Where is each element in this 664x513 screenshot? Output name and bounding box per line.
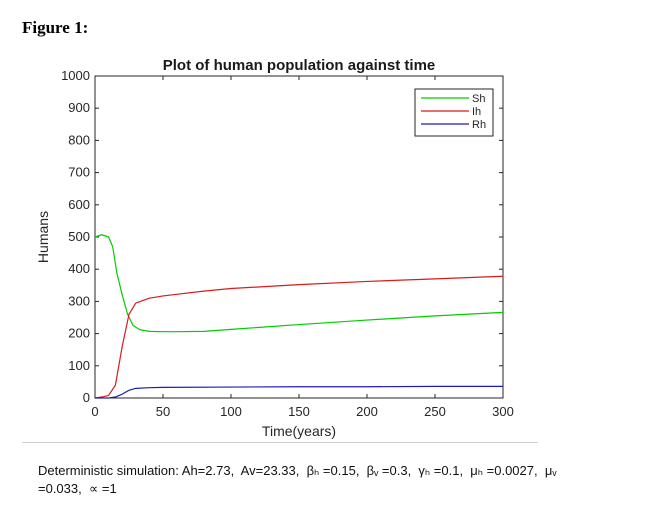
x-tick-label: 300 bbox=[492, 404, 514, 419]
x-tick-label: 50 bbox=[156, 404, 170, 419]
chart-title: Plot of human population against time bbox=[163, 57, 436, 74]
x-tick-label: 150 bbox=[288, 404, 310, 419]
line-chart: Plot of human population against time 0 5… bbox=[35, 57, 514, 439]
series-line-ih bbox=[94, 275, 504, 399]
x-tick-label: 200 bbox=[356, 404, 378, 419]
figure-caption: Deterministic simulation: Ah=2.73, Av=23… bbox=[38, 463, 557, 496]
x-tick-label: 250 bbox=[424, 404, 446, 419]
x-tick-label: 100 bbox=[220, 404, 242, 419]
y-tick-label: 500 bbox=[68, 229, 90, 244]
x-axis-label: Time(years) bbox=[262, 423, 336, 439]
y-tick-label: 300 bbox=[68, 293, 90, 308]
y-tick-label: 400 bbox=[68, 261, 90, 276]
legend-box bbox=[414, 88, 494, 137]
y-tick-label: 700 bbox=[68, 165, 90, 180]
figure-label: Figure 1: bbox=[22, 18, 89, 37]
legend-label-sh: Sh bbox=[472, 93, 485, 105]
caption-divider bbox=[22, 442, 538, 443]
y-tick-label: 900 bbox=[68, 100, 90, 115]
legend-label-rh: Rh bbox=[472, 119, 486, 131]
y-tick-label: 100 bbox=[68, 358, 90, 373]
axis-ticks: 0 50 100 150 200 250 300 0 100 200 300 400 500 600 700… bbox=[61, 68, 514, 419]
y-tick-label: 200 bbox=[68, 326, 90, 341]
series-line-sh bbox=[94, 234, 504, 333]
x-tick-label: 0 bbox=[91, 404, 98, 419]
y-axis-label: Humans bbox=[35, 211, 51, 263]
series-line-rh bbox=[95, 385, 503, 399]
series-layer bbox=[94, 234, 504, 399]
legend-label-ih: Ih bbox=[472, 106, 481, 118]
y-tick-label: 0 bbox=[83, 390, 90, 405]
y-tick-label: 1000 bbox=[61, 68, 90, 83]
y-tick-label: 800 bbox=[68, 132, 90, 147]
y-tick-label: 600 bbox=[68, 197, 90, 212]
